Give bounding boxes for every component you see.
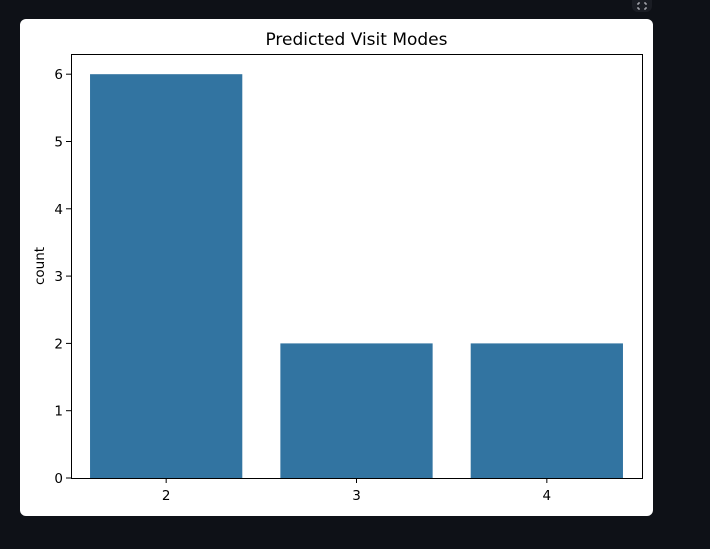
- y-axis-label: count: [32, 247, 48, 285]
- x-tick-label: 2: [162, 488, 171, 504]
- bar-4: [470, 343, 623, 478]
- y-tick-label: 5: [54, 134, 63, 150]
- y-tick-label: 6: [54, 67, 63, 83]
- x-tick-label: 4: [543, 488, 552, 504]
- x-tick-label: 3: [352, 488, 361, 504]
- plot-frame: [71, 54, 643, 479]
- y-tick-label: 0: [54, 471, 63, 487]
- y-tick-label: 2: [54, 336, 63, 352]
- bar-2: [90, 74, 243, 478]
- bar-3: [280, 343, 433, 478]
- bars-group: [90, 74, 623, 478]
- y-axis-ticks: 0 1 2 3 4 5 6: [54, 67, 71, 487]
- y-tick-label: 1: [54, 404, 63, 420]
- y-tick-label: 4: [54, 202, 63, 218]
- chart-title: Predicted Visit Modes: [265, 30, 447, 50]
- bar-chart: Predicted Visit Modes count 0 1 2 3 4 5 6 2 3 4: [32, 30, 643, 504]
- expand-icon: [637, 2, 647, 10]
- y-tick-label: 3: [54, 269, 63, 285]
- chart-figure: Predicted Visit Modes count 0 1 2 3 4 5 6 2 3 4: [20, 19, 653, 516]
- x-axis-ticks: 2 3 4: [162, 478, 551, 504]
- fullscreen-button[interactable]: [632, 0, 652, 12]
